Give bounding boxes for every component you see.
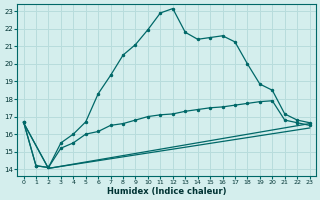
- X-axis label: Humidex (Indice chaleur): Humidex (Indice chaleur): [107, 187, 226, 196]
